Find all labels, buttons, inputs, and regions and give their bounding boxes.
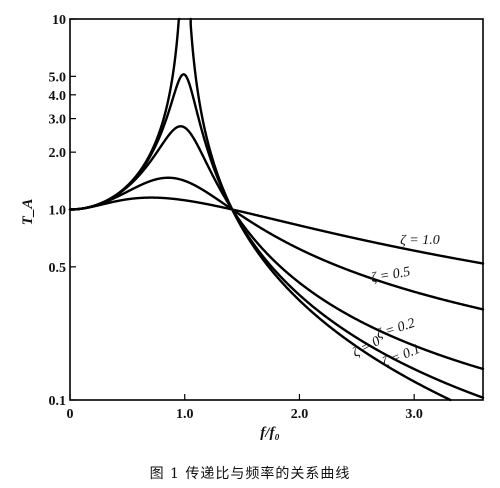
y-axis: 0.1 0.5 1.0 2.0 3.0 4.0 5.0 10 — [49, 13, 76, 409]
figure-caption: 图 1 传递比与频率的关系曲线 — [150, 465, 351, 482]
series-label-1: ζ = 1.0 — [400, 233, 440, 248]
series-label-0-1: ζ = 0.1 — [380, 342, 422, 371]
y-tick-label: 0.1 — [49, 394, 67, 409]
curve-zeta-0-5 — [68, 176, 485, 311]
x-axis-title: f/f₀ — [260, 425, 279, 441]
series-label-0-5: ζ = 0.5 — [370, 265, 412, 287]
y-tick-label: 1.0 — [49, 204, 67, 219]
y-tick-label: 2.0 — [49, 146, 67, 161]
plot-frame — [69, 18, 484, 401]
x-axis: 0 1.0 2.0 3.0 — [67, 394, 423, 422]
curve-zeta-0-2 — [68, 125, 485, 371]
series-labels: ζ = 1.0ζ = 0.5ζ = 0.2ζ = 0.1ζ = 0 — [350, 233, 439, 371]
y-tick-label: 3.0 — [49, 113, 67, 128]
x-tick-label: 2.0 — [291, 407, 309, 422]
curves-group — [68, 17, 485, 402]
x-tick-label: 1.0 — [176, 407, 194, 422]
curve-zeta-0 — [189, 17, 452, 402]
curve-zeta-1 — [68, 196, 485, 265]
y-tick-label: 4.0 — [49, 89, 67, 104]
x-tick-label: 0 — [67, 407, 74, 422]
curve-zeta-0 — [68, 17, 181, 211]
y-axis-title: T_A — [20, 199, 36, 226]
x-tick-label: 3.0 — [405, 407, 423, 422]
y-tick-label: 10 — [52, 13, 66, 28]
y-tick-label: 0.5 — [49, 261, 67, 276]
y-tick-label: 5.0 — [49, 70, 67, 85]
